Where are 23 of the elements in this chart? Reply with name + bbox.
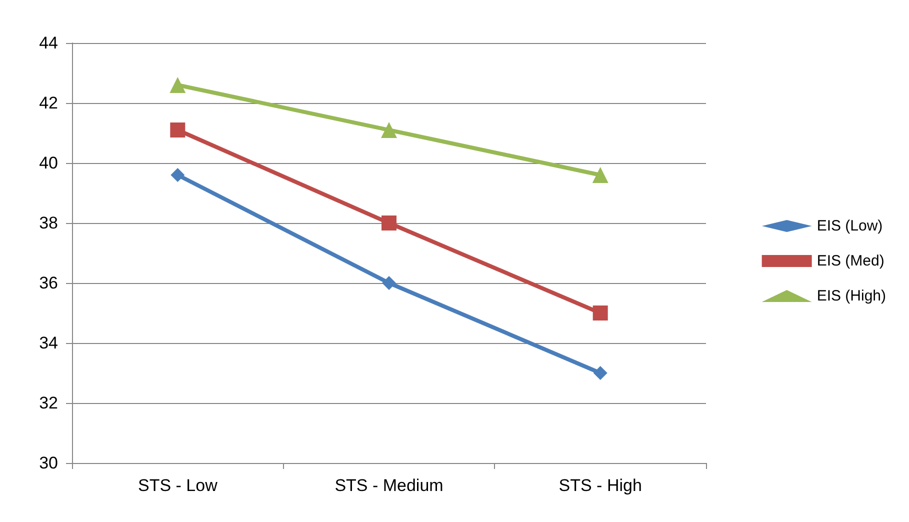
point	[382, 276, 396, 290]
x-tick-label: STS - High	[558, 476, 642, 495]
point	[170, 122, 186, 138]
y-tick-label: 34	[39, 334, 58, 352]
x-tick-label: STS - Medium	[334, 476, 444, 495]
y-tick-label: 30	[39, 454, 58, 472]
point	[592, 167, 608, 183]
y-tick-label: 38	[39, 214, 58, 232]
y-tick-label: 44	[39, 34, 58, 52]
point	[170, 77, 186, 93]
y-tick-label: 42	[39, 94, 58, 112]
y-tick-label: 36	[39, 274, 58, 292]
legend-label: EIS (Med)	[816, 252, 884, 270]
x-tick-label: STS - Low	[138, 476, 218, 495]
point	[382, 216, 396, 230]
y-tick-label: 40	[39, 154, 58, 172]
point	[593, 366, 608, 380]
y-tick-label: 32	[39, 394, 58, 412]
legend-label: EIS (Low)	[816, 218, 883, 234]
point	[592, 306, 608, 320]
point	[381, 122, 397, 138]
legend-label: EIS (High)	[816, 288, 886, 304]
point	[170, 168, 185, 182]
